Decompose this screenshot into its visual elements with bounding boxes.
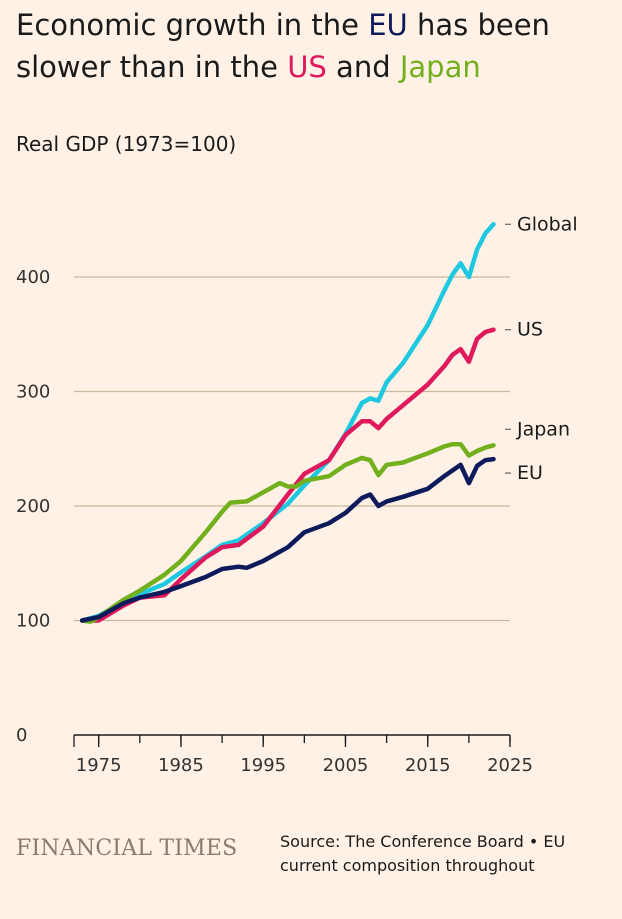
series-label-us: US (517, 319, 543, 341)
series-line-us (79, 327, 496, 623)
grid-layer (74, 276, 510, 622)
x-tick-label: 2025 (487, 755, 533, 776)
y-tick-label: 100 (16, 611, 50, 632)
x-tick-label: 2005 (323, 755, 369, 776)
title-part-1: Economic growth in the (16, 8, 369, 42)
series-label-japan: Japan (516, 418, 570, 440)
y-tick-label: 0 (16, 725, 27, 746)
y-tick-label: 300 (16, 382, 50, 403)
series-line-eu (79, 456, 496, 623)
x-tick-label: 1985 (158, 755, 204, 776)
brand-logo: FINANCIAL TIMES (16, 836, 238, 861)
series-layer (79, 222, 496, 624)
x-tick-label: 1995 (240, 755, 286, 776)
chart-subtitle: Real GDP (1973=100) (16, 132, 237, 156)
series-label-global: Global (517, 213, 578, 235)
x-tick-label: 1975 (76, 755, 122, 776)
chart-title: Economic growth in the EU has been slowe… (16, 4, 616, 88)
title-part-2: has been slower than in the (16, 8, 550, 85)
series-label-eu: EU (517, 462, 543, 484)
y-tick-label: 400 (16, 267, 50, 288)
axis-layer: 0 100 200 300 400 1975 1985 1995 2005 2015 2025 (16, 267, 533, 776)
title-eu-highlight: EU (368, 8, 408, 42)
label-layer: Global US Japan EU (505, 213, 578, 484)
series-line-japan (79, 441, 496, 624)
series-line-global (79, 222, 496, 623)
title-japan-highlight: Japan (399, 50, 481, 85)
source-note: Source: The Conference Board • EU curren… (280, 832, 566, 875)
title-part-3: and (326, 50, 400, 85)
x-tick-label: 2015 (405, 755, 451, 776)
y-tick-label: 200 (16, 496, 50, 517)
title-us-highlight: US (287, 50, 327, 85)
